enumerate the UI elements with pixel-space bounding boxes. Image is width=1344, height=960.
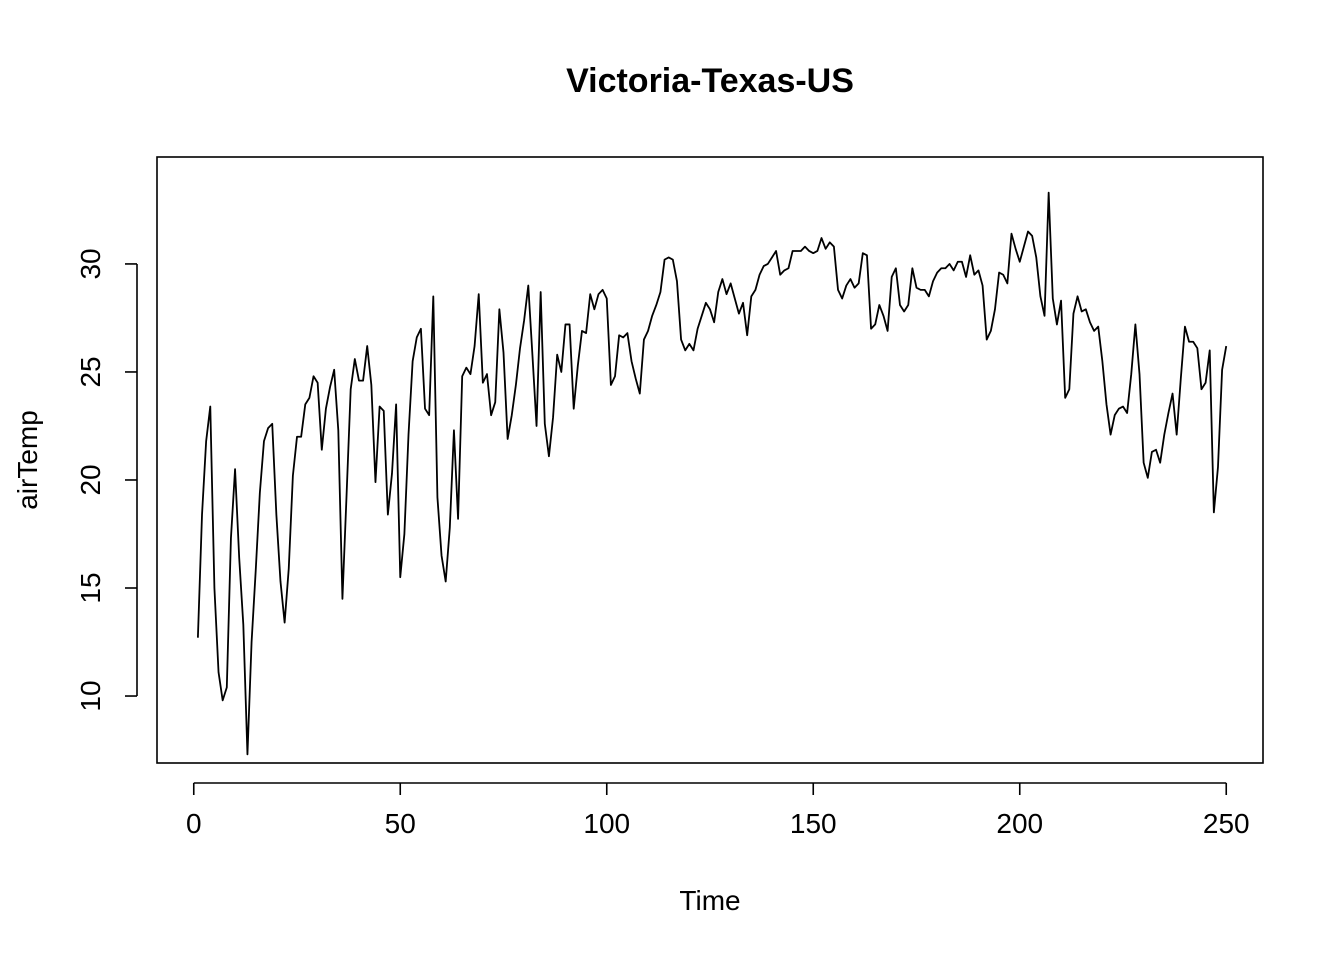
x-axis: 0 50 100 150 200 250 — [186, 782, 1250, 839]
y-tick-label: 30 — [75, 248, 106, 279]
series-layer — [196, 191, 1228, 756]
y-tick-label: 25 — [75, 356, 106, 387]
x-tick-label: 200 — [996, 808, 1043, 839]
y-axis: 10 15 20 25 30 — [75, 248, 138, 712]
y-tick-label: 10 — [75, 680, 106, 711]
y-tick-label: 20 — [75, 464, 106, 495]
x-tick-label: 150 — [790, 808, 837, 839]
x-tick-label: 100 — [583, 808, 630, 839]
series-line — [196, 191, 1228, 756]
x-axis-label: Time — [679, 885, 740, 916]
y-tick-label: 15 — [75, 572, 106, 603]
x-tick-label: 0 — [186, 808, 202, 839]
x-tick-label: 50 — [385, 808, 416, 839]
plot-frame — [156, 156, 1264, 764]
x-tick-label: 250 — [1203, 808, 1250, 839]
chart-title: Victoria-Texas-US — [566, 62, 854, 100]
y-axis-label: airTemp — [12, 410, 43, 510]
